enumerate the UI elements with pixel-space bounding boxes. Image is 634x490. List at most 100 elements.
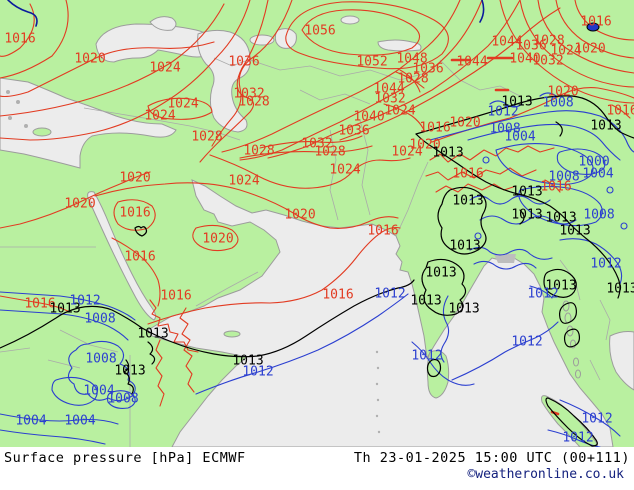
pressure-label: 1013 [410, 294, 441, 309]
pressure-label: 1048 [396, 52, 427, 67]
pressure-label: 1024 [329, 163, 360, 178]
pressure-label: 1024 [144, 109, 175, 124]
pressure-label: 1036 [412, 62, 443, 77]
pressure-label: 1036 [515, 39, 546, 54]
pressure-label: 1036 [228, 55, 259, 70]
pressure-label: 1020 [284, 208, 315, 223]
pressure-label: 1016 [580, 15, 611, 30]
pressure-label: 1013 [511, 208, 542, 223]
pressure-label: 1024 [384, 104, 415, 119]
pressure-label: 1016 [367, 224, 398, 239]
pressure-label: 1012 [590, 257, 621, 272]
pressure-label: 1004 [582, 167, 613, 182]
pressure-label: 1044 [491, 35, 522, 50]
pressure-label: 1013 [449, 239, 480, 254]
black-isobars [0, 95, 634, 447]
pressure-label: 1016 [160, 289, 191, 304]
pressure-label: 1044 [373, 82, 404, 97]
pressure-label: 1020 [449, 116, 480, 131]
pressure-label: 1016 [452, 167, 483, 182]
pressure-label: 1004 [64, 414, 95, 429]
pressure-label: 1004 [83, 384, 114, 399]
pressure-label: 1024 [550, 44, 581, 59]
rivers-lakes [7, 0, 600, 32]
pressure-label: 1020 [409, 138, 440, 153]
pressure-label: 1020 [574, 42, 605, 57]
pressure-label: 1004 [504, 130, 535, 145]
red-isobars [0, 0, 634, 416]
pressure-label: 1016 [419, 121, 450, 136]
pressure-label: 1013 [559, 224, 590, 239]
pressure-label: 1024 [167, 97, 198, 112]
pressure-label: 1008 [548, 170, 579, 185]
pressure-label: 1016 [322, 288, 353, 303]
pressure-label: 1024 [149, 61, 180, 76]
pressure-label: 1020 [547, 85, 578, 100]
pressure-label: 1012 [562, 431, 593, 446]
pressure-label: 1013 [590, 119, 621, 134]
pressure-label: 1028 [243, 144, 274, 159]
blue-isobars [0, 92, 634, 447]
pressure-map: 1016102010241024102410281036105610521032… [0, 0, 634, 447]
sea-shapes [0, 15, 634, 447]
pressure-label: 1024 [228, 174, 259, 189]
pressure-label: 1016 [124, 250, 155, 265]
pressure-label: 1008 [583, 208, 614, 223]
pressure-label: 1013 [425, 266, 456, 281]
pressure-label: 1032 [532, 54, 563, 69]
pressure-label: 1013 [545, 211, 576, 226]
pressure-label: 1020 [74, 52, 105, 67]
pressure-label: 1056 [304, 24, 335, 39]
pressure-label: 1040 [353, 110, 384, 125]
pressure-label: 1012 [511, 335, 542, 350]
pressure-label: 1012 [527, 287, 558, 302]
pressure-label: 1008 [107, 392, 138, 407]
map-title: Surface pressure [hPa] ECMWF [4, 450, 246, 466]
pressure-label: 1012 [581, 412, 612, 427]
pressure-label: 1028 [191, 130, 222, 145]
pressure-label: 1012 [69, 294, 100, 309]
pressure-label: 1052 [356, 55, 387, 70]
pressure-label: 1044 [456, 55, 487, 70]
map-datetime: Th 23-01-2025 15:00 UTC (00+111) [353, 450, 630, 466]
pressure-label: 1013 [511, 185, 542, 200]
copyright-link[interactable]: ©weatheronline.co.uk [467, 467, 624, 482]
pressure-label: 1032 [233, 87, 264, 102]
status-bar: Surface pressure [hPa] ECMWF Th 23-01-20… [0, 447, 634, 490]
pressure-label: 1016 [24, 297, 55, 312]
pressure-label: 1012 [242, 365, 273, 380]
pressure-label: 1032 [374, 92, 405, 107]
pressure-label: 1028 [397, 72, 428, 87]
pressure-label: 1020 [119, 171, 150, 186]
pressure-label: 1012 [374, 287, 405, 302]
pressure-label: 1016 [606, 104, 634, 119]
pressure-label: 1013 [448, 302, 479, 317]
pressure-label: 1020 [202, 232, 233, 247]
pressure-label: 1008 [85, 352, 116, 367]
pressure-label: 1008 [84, 312, 115, 327]
pressure-label: 1016 [119, 206, 150, 221]
pressure-label: 1013 [232, 354, 263, 369]
pressure-label: 1013 [114, 364, 145, 379]
pressure-label: 1004 [15, 414, 46, 429]
pressure-label: 1024 [391, 145, 422, 160]
pressure-label: 1013 [606, 282, 634, 297]
pressure-label: 1020 [64, 197, 95, 212]
pressure-label: 1013 [545, 279, 576, 294]
maldives-islands [375, 350, 381, 434]
pressure-label: 1012 [411, 349, 442, 364]
pressure-label: 1000 [578, 155, 609, 170]
pressure-label: 1013 [501, 95, 532, 110]
pressure-label: 1028 [238, 95, 269, 110]
pressure-labels: 1016102010241024102410281036105610521032… [4, 15, 634, 446]
pressure-label: 1032 [301, 137, 332, 152]
pressure-label: 1008 [542, 96, 573, 111]
pressure-label: 1012 [487, 105, 518, 120]
pressure-label: 1013 [49, 302, 80, 317]
pressure-label: 1028 [533, 34, 564, 49]
pressure-label: 1036 [338, 124, 369, 139]
pressure-label: 1028 [314, 145, 345, 160]
pressure-label: 1008 [489, 122, 520, 137]
pressure-label: 1013 [137, 327, 168, 342]
